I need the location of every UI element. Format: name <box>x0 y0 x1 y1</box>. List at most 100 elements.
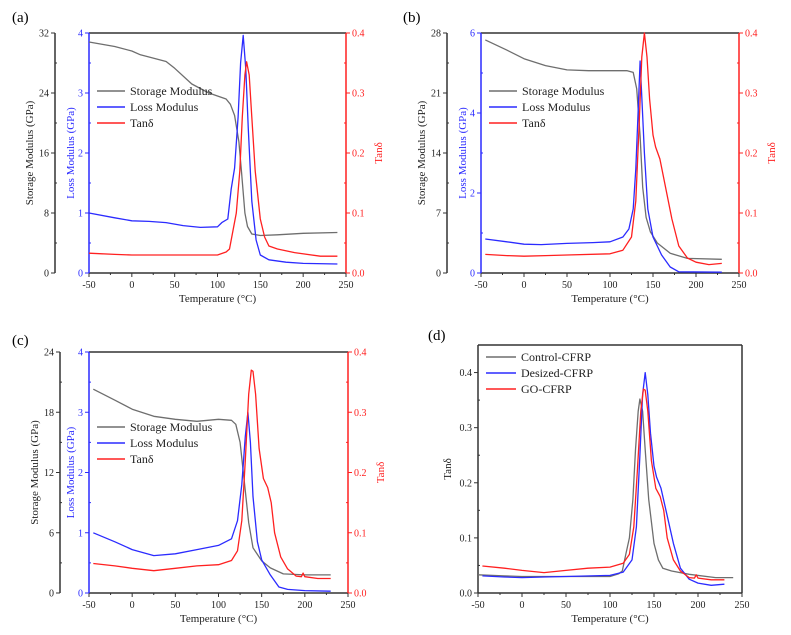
legend-label: Desized-CFRP <box>521 366 593 380</box>
legend-label: Loss Modulus <box>130 100 199 114</box>
x-tick-label: 100 <box>210 280 225 291</box>
panel-label: (c) <box>12 333 29 349</box>
x-tick-label: 100 <box>211 600 226 611</box>
storage-tick-label: 0 <box>436 269 441 280</box>
x-tick-label: 50 <box>170 600 180 611</box>
series-tan-line <box>93 369 331 580</box>
x-tick-label: -50 <box>474 280 487 291</box>
x-tick-label: -50 <box>82 600 95 611</box>
x-axis-title: Temperature (°C) <box>180 613 258 625</box>
x-tick-label: 150 <box>253 280 268 291</box>
storage-tick-label: 32 <box>39 29 49 40</box>
tan-tick-label: 0.0 <box>745 269 758 280</box>
loss-tick-label: 6 <box>470 29 475 40</box>
loss-tick-label: 1 <box>78 528 83 539</box>
loss-tick-label: 2 <box>78 468 83 479</box>
series-loss-line <box>485 60 722 273</box>
y-tick-label: 0.4 <box>460 368 473 379</box>
tan-tick-label: 0.2 <box>354 468 367 479</box>
legend-label: Tanδ <box>130 116 154 130</box>
panel-d: (d) -50 0 50 100 150 200 250 Temperature (°C) 0.0… <box>428 328 750 625</box>
storage-tick-label: 7 <box>436 209 441 220</box>
series-storage-line <box>485 39 722 260</box>
storage-tick-label: 28 <box>431 29 441 40</box>
panel-label: (a) <box>12 10 29 26</box>
x-tick-label: 250 <box>732 280 747 291</box>
x-tick-label: 150 <box>646 280 661 291</box>
x-tick-label: -50 <box>82 280 95 291</box>
x-tick-label: 200 <box>296 280 311 291</box>
storage-tick-label: 21 <box>431 89 441 100</box>
y-tick-label: 0.3 <box>460 423 473 434</box>
series-storage-line <box>88 41 338 237</box>
legend-label: Loss Modulus <box>522 100 591 114</box>
loss-tick-label: 0 <box>78 269 83 280</box>
tan-tick-label: 0.4 <box>352 29 365 40</box>
x-tick-label: 0 <box>129 280 134 291</box>
tan-tick-label: 0.3 <box>745 89 758 100</box>
x-tick-label: 50 <box>170 280 180 291</box>
x-tick-label: 50 <box>561 600 571 611</box>
storage-tick-label: 6 <box>49 528 54 539</box>
legend-label: Loss Modulus <box>130 436 199 450</box>
x-axis-title: Temperature (°C) <box>571 613 649 625</box>
storage-tick-label: 8 <box>44 209 49 220</box>
x-tick-label: 0 <box>520 600 525 611</box>
x-tick-label: -50 <box>471 600 484 611</box>
tan-axis-title: Tanδ <box>766 142 778 164</box>
storage-tick-label: 18 <box>44 408 54 419</box>
x-tick-label: 100 <box>603 600 618 611</box>
x-axis-title: Temperature (°C) <box>179 293 257 305</box>
legend-label: Tanδ <box>130 452 154 466</box>
storage-axis-title: Storage Modulus (GPa) <box>24 100 36 205</box>
loss-tick-label: 3 <box>78 89 83 100</box>
tan-tick-label: 0.2 <box>745 149 758 160</box>
storage-tick-label: 14 <box>431 149 441 160</box>
y-axis-title: Tanδ <box>442 458 454 480</box>
tan-axis-title: Tanδ <box>373 142 385 164</box>
x-tick-label: 250 <box>341 600 356 611</box>
tan-tick-label: 0.4 <box>745 29 758 40</box>
y-tick-label: 0.1 <box>460 533 473 544</box>
x-tick-label: 50 <box>562 280 572 291</box>
tan-tick-label: 0.2 <box>352 149 365 160</box>
loss-tick-label: 0 <box>78 589 83 600</box>
loss-tick-label: 4 <box>78 348 83 359</box>
loss-axis-title: Loss Modulus (GPa) <box>65 426 77 518</box>
x-tick-label: 250 <box>339 280 354 291</box>
storage-tick-label: 12 <box>44 468 54 479</box>
x-tick-label: 200 <box>691 600 706 611</box>
loss-tick-label: 2 <box>78 149 83 160</box>
storage-tick-label: 24 <box>44 348 54 359</box>
legend-label: Storage Modulus <box>130 420 213 434</box>
series-go-line <box>482 388 725 581</box>
legend-label: Storage Modulus <box>130 84 213 98</box>
storage-axis-title: Storage Modulus (GPa) <box>416 100 428 205</box>
loss-axis-title: Loss Modulus (GPa) <box>65 107 77 199</box>
x-tick-label: 250 <box>735 600 750 611</box>
y-tick-label: 0.2 <box>460 478 473 489</box>
panel-label: (b) <box>403 10 421 26</box>
tan-tick-label: 0.4 <box>354 348 367 359</box>
storage-axis-title: Storage Modulus (GPa) <box>29 420 41 525</box>
series-tan-line <box>88 61 338 257</box>
x-tick-label: 0 <box>130 600 135 611</box>
legend-label: GO-CFRP <box>521 382 572 396</box>
tan-tick-label: 0.0 <box>352 269 365 280</box>
tan-axis-title: Tanδ <box>375 462 387 484</box>
storage-tick-label: 24 <box>39 89 49 100</box>
loss-tick-label: 2 <box>470 189 475 200</box>
tan-tick-label: 0.1 <box>354 528 367 539</box>
tan-tick-label: 0.1 <box>352 209 365 220</box>
storage-tick-label: 0 <box>44 269 49 280</box>
series-loss-line <box>93 411 331 592</box>
storage-tick-label: 0 <box>49 589 54 600</box>
legend-label: Control-CFRP <box>521 350 591 364</box>
tan-tick-label: 0.3 <box>352 89 365 100</box>
x-tick-label: 150 <box>254 600 269 611</box>
loss-axis-title: Loss Modulus (GPa) <box>457 107 469 199</box>
legend-label: Storage Modulus <box>522 84 605 98</box>
loss-tick-label: 1 <box>78 209 83 220</box>
